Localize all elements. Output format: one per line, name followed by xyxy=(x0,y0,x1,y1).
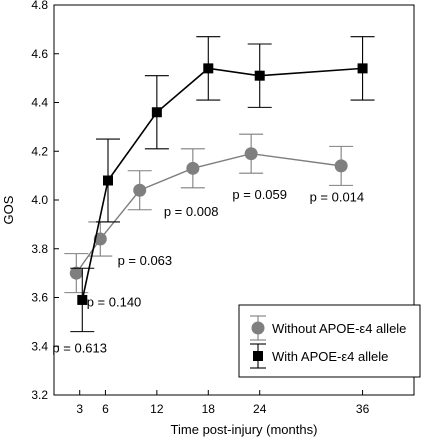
data-point xyxy=(93,232,107,246)
y-axis-label: GOS xyxy=(1,195,16,224)
legend-label: With APOE-ε4 allele xyxy=(272,349,388,364)
legend-marker xyxy=(251,321,265,335)
x-axis-label: Time post-injury (months) xyxy=(171,422,318,437)
data-point xyxy=(186,161,200,175)
x-tick-label: 36 xyxy=(356,402,370,416)
p-value-label: p = 0.613 xyxy=(52,341,107,356)
legend: Without APOE-ε4 allele With APOE-ε4 alle… xyxy=(238,304,421,378)
data-point xyxy=(151,107,162,118)
data-point xyxy=(334,159,348,173)
series-line xyxy=(75,152,342,274)
x-tick-label: 6 xyxy=(102,402,109,416)
series-1 xyxy=(70,36,375,333)
y-tick-label: 4.8 xyxy=(31,0,48,12)
p-value-label: p = 0.014 xyxy=(310,190,365,205)
p-value-label: p = 0.059 xyxy=(232,187,287,202)
y-tick-label: 3.2 xyxy=(31,388,48,402)
y-tick-label: 4.6 xyxy=(31,47,48,61)
p-value-label: p = 0.140 xyxy=(87,294,142,309)
y-tick-label: 4.0 xyxy=(31,193,48,207)
data-point xyxy=(69,266,83,280)
data-point xyxy=(77,294,88,305)
x-tick-label: 12 xyxy=(150,402,164,416)
y-tick-label: 4.4 xyxy=(31,96,48,110)
annotations: p = 0.613 p = 0.140 p = 0.063 p = 0.008 p = … xyxy=(52,187,364,356)
p-value-label: p = 0.008 xyxy=(164,204,219,219)
data-point xyxy=(103,175,113,186)
legend-label: Without APOE-ε4 allele xyxy=(272,321,406,336)
y-tick-label: 4.2 xyxy=(31,144,48,158)
y-tick-label: 3.8 xyxy=(31,242,48,256)
axes: 3.23.43.63.84.04.24.44.64.83 6 12 18 24 36 xyxy=(31,0,415,416)
legend-entry-with-apoe: With APOE-ε4 allele xyxy=(250,343,388,369)
data-point xyxy=(357,63,368,74)
data-point xyxy=(244,147,258,161)
legend-entry-without-apoe: Without APOE-ε4 allele xyxy=(250,315,406,341)
x-tick-label: 24 xyxy=(253,402,267,416)
y-tick-label: 3.4 xyxy=(31,339,48,353)
data-point xyxy=(133,183,147,197)
y-tick-label: 3.6 xyxy=(31,291,48,305)
p-value-label: p = 0.063 xyxy=(118,253,173,268)
data-point xyxy=(203,63,214,74)
legend-box xyxy=(238,304,421,378)
series-line xyxy=(81,67,363,301)
x-tick-label: 18 xyxy=(202,402,216,416)
series-layer xyxy=(64,36,375,333)
x-tick-label: 3 xyxy=(76,402,83,416)
legend-marker xyxy=(253,351,263,361)
data-point xyxy=(254,70,265,81)
